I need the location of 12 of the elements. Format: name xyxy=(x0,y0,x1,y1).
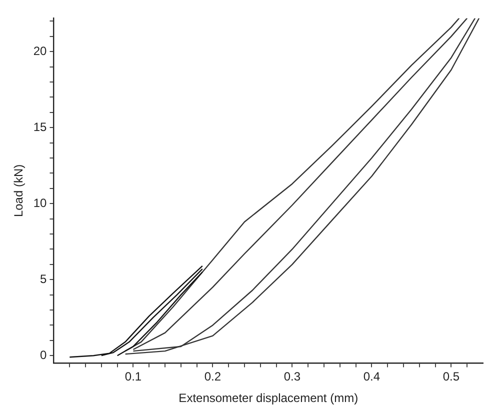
y-tick-label: 5 xyxy=(40,272,48,286)
x-tick-label: 0.1 xyxy=(124,370,142,384)
y-tick-label: 0 xyxy=(40,348,48,362)
y-tick-label: 10 xyxy=(33,196,48,210)
x-axis-title: Extensometer displacement (mm) xyxy=(178,391,358,406)
y-axis-title: Load (kN) xyxy=(12,164,26,218)
x-tick-label: 0.3 xyxy=(284,370,301,384)
y-tick-label: 20 xyxy=(33,44,48,58)
x-tick-label: 0.4 xyxy=(363,370,380,384)
y-tick-label: 15 xyxy=(33,120,48,134)
x-tick-label: 0.2 xyxy=(204,370,222,384)
x-tick-label: 0.5 xyxy=(442,370,460,384)
